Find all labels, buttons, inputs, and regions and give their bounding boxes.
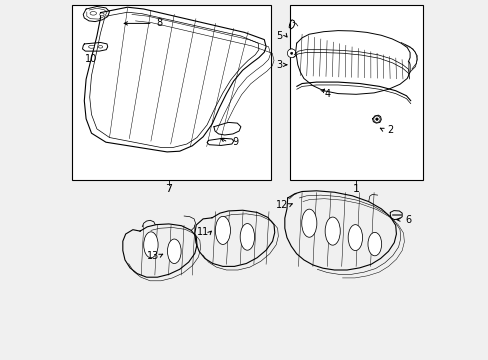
Ellipse shape [143, 232, 158, 258]
Ellipse shape [347, 225, 362, 251]
Ellipse shape [287, 49, 295, 58]
Text: 5: 5 [275, 31, 282, 41]
Ellipse shape [301, 209, 316, 237]
Text: 7: 7 [165, 184, 172, 194]
Text: 12: 12 [275, 200, 287, 210]
Ellipse shape [167, 239, 181, 264]
Ellipse shape [215, 216, 230, 244]
Ellipse shape [367, 233, 381, 256]
Ellipse shape [90, 12, 96, 15]
Text: 3: 3 [275, 60, 282, 70]
Ellipse shape [375, 118, 377, 120]
Text: 11: 11 [197, 227, 209, 237]
Text: 13: 13 [146, 251, 159, 261]
Ellipse shape [373, 116, 380, 122]
Text: 4: 4 [324, 89, 330, 99]
Bar [72, 5, 271, 180]
Ellipse shape [290, 52, 292, 54]
Text: 8: 8 [157, 18, 163, 28]
Ellipse shape [240, 224, 254, 250]
Ellipse shape [88, 45, 94, 48]
Text: 1: 1 [352, 184, 359, 194]
Ellipse shape [325, 217, 340, 245]
Text: 6: 6 [405, 215, 410, 225]
Bar [289, 5, 422, 180]
Text: 10: 10 [85, 54, 98, 64]
Text: 2: 2 [386, 125, 393, 135]
Ellipse shape [98, 46, 102, 48]
Ellipse shape [100, 13, 104, 16]
Text: 9: 9 [232, 137, 238, 147]
